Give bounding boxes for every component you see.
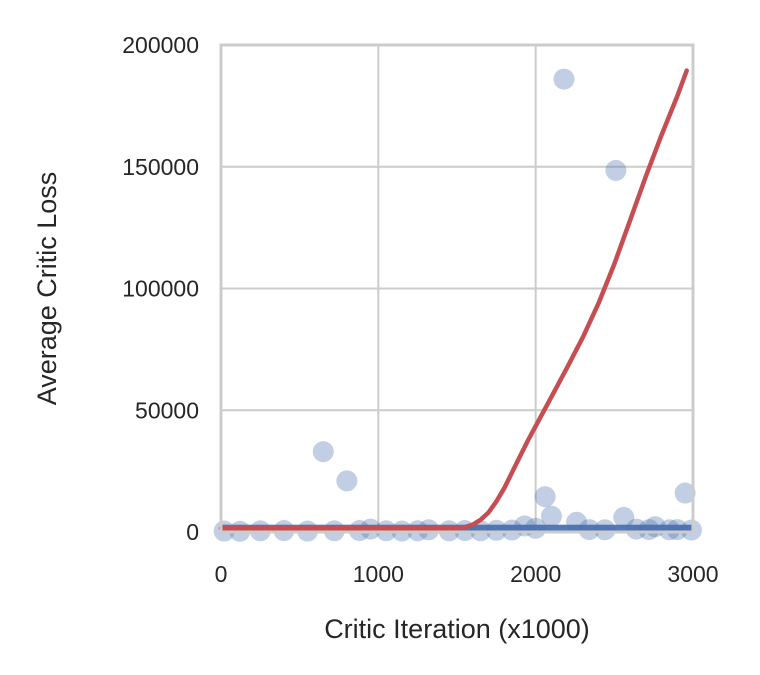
y-tick-label: 200000 (122, 32, 199, 58)
scatter-point (336, 470, 358, 492)
scatter-point (605, 159, 627, 181)
scatter-point (666, 519, 688, 541)
scatter-point (625, 518, 647, 540)
x-tick-label: 3000 (667, 561, 718, 587)
x-tick-labels: 0 1000 2000 3000 (215, 561, 719, 587)
scatter-point (638, 519, 660, 541)
scatter-point (534, 486, 556, 508)
scatter-point (553, 68, 575, 90)
scatter-point (540, 505, 562, 527)
y-tick-label: 150000 (122, 154, 199, 180)
x-tick-label: 0 (215, 561, 228, 587)
trend-line-layer (218, 68, 689, 531)
scatter-point (613, 506, 635, 528)
scatter-point (674, 482, 696, 504)
scatter-point (566, 511, 588, 533)
scatter-point (578, 519, 600, 541)
scatter-point (501, 519, 523, 541)
scatter-points (213, 68, 702, 542)
scatter-point (485, 519, 507, 541)
y-tick-label: 50000 (135, 397, 199, 423)
y-tick-label: 100000 (122, 276, 199, 302)
grid-lines (220, 44, 694, 533)
y-tick-label: 0 (186, 519, 199, 545)
plot-frame (219, 43, 695, 534)
x-tick-label: 1000 (353, 561, 404, 587)
scatter-point (594, 519, 616, 541)
scatter-point (525, 517, 547, 539)
scatter-point (312, 441, 334, 463)
y-tick-labels: 0 50000 100000 150000 200000 (122, 32, 199, 545)
x-tick-label: 2000 (510, 561, 561, 587)
trend-line (218, 68, 689, 531)
x-axis-label: Critic Iteration (x1000) (324, 614, 590, 644)
scatter-point (658, 519, 680, 541)
plot-border (219, 43, 695, 534)
y-axis-label: Average Critic Loss (32, 172, 62, 406)
scatter-point (680, 519, 702, 541)
